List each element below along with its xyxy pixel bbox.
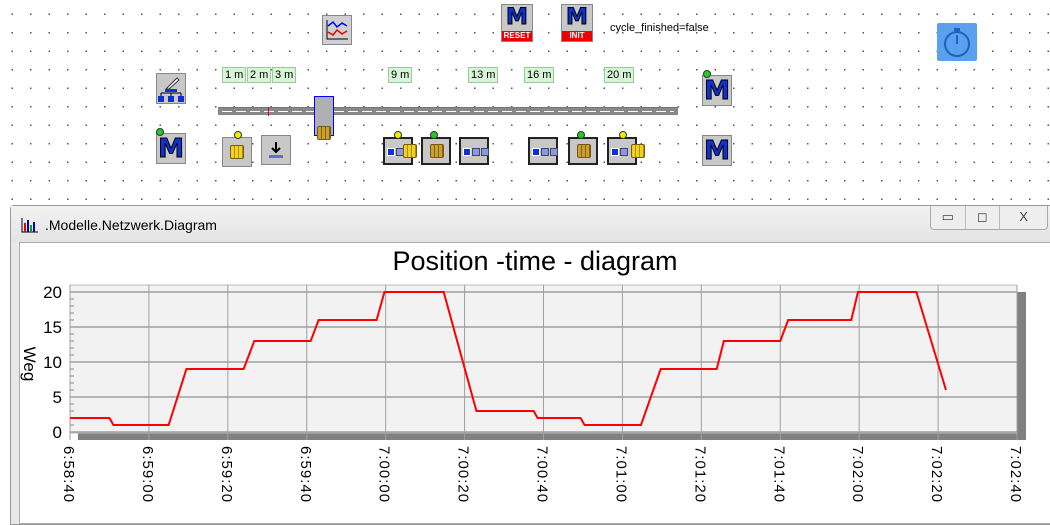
method-right-top-icon[interactable]: M [702,75,732,106]
status-led [394,131,402,139]
status-led [703,70,711,78]
y-tick-label: 10 [43,353,62,372]
x-tick-label: 7:02:00 [849,446,866,503]
x-tick-label: 7:00:40 [534,446,551,503]
x-tick-label: 7:01:00 [612,446,629,503]
method-hierarchy-icon[interactable] [156,73,186,104]
track-marker [268,107,269,116]
station-2[interactable] [421,137,451,165]
x-tick-label: 6:59:40 [297,446,314,503]
source-icon[interactable] [222,137,252,167]
x-tick-label: 6:58:40 [60,446,77,503]
y-tick-label: 20 [43,283,62,302]
station-3[interactable] [459,137,489,165]
x-tick-label: 7:02:40 [1007,446,1024,503]
x-tick-label: 6:59:20 [218,446,235,503]
waffle-icon [230,145,244,159]
station-5[interactable] [568,137,598,165]
maximize-button[interactable]: ◻ [966,206,1001,229]
x-tick-label: 7:02:20 [928,446,945,503]
x-tick-label: 7:00:00 [376,446,393,503]
reset-method-icon[interactable]: M RESET [501,4,533,42]
x-tick-label: 7:01:20 [691,446,708,503]
position-tag-1m: 1 m [222,67,247,83]
minimize-button[interactable]: ▭ [931,206,966,229]
window-titlebar[interactable]: .Modelle.Netzwerk.Diagram ▭ ◻ X [11,206,1050,242]
position-tag-16m: 16 m [524,67,555,83]
status-led [156,128,164,136]
y-tick-label: 5 [53,388,62,407]
y-axis-label: Weg [20,347,39,382]
chart-object-icon[interactable] [322,15,352,45]
y-tick-label: 15 [43,318,62,337]
y-tick-label: 0 [53,423,62,442]
event-controller-icon[interactable] [937,23,977,61]
series-weg-line [70,291,947,426]
waffle [631,144,645,158]
transport-track[interactable] [218,107,678,115]
init-method-icon[interactable]: M INIT [561,4,593,42]
cycle-finished-variable[interactable]: cycle_finished=false [610,22,709,34]
window-title: .Modelle.Netzwerk.Diagram [45,217,217,233]
method-right-bottom-icon[interactable]: M [702,135,732,166]
down-arrow-icon [269,142,283,158]
waffle-on-transporter [317,126,331,140]
position-tag-13m: 13 m [468,67,499,83]
chart-title: Position -time - diagram [392,246,677,276]
status-led [577,131,585,139]
method-left-icon[interactable]: M [156,133,186,164]
status-led [234,131,242,139]
chart-icon [21,218,38,233]
x-tick-label: 6:59:00 [139,446,156,503]
station-4[interactable] [528,137,558,165]
x-tick-label: 7:00:20 [455,446,472,503]
close-button[interactable]: X [1019,209,1028,224]
init-label: INIT [562,31,592,41]
status-led [619,131,627,139]
waffle [403,144,417,158]
status-led [430,131,438,139]
drain-icon[interactable] [261,135,291,165]
position-tag-2m: 2 m [247,67,272,83]
position-tag-3m: 3 m [272,67,297,83]
position-tag-20m: 20 m [604,67,635,83]
position-tag-9m: 9 m [388,67,413,83]
x-tick-label: 7:01:40 [770,446,787,503]
reset-label: RESET [502,31,532,41]
